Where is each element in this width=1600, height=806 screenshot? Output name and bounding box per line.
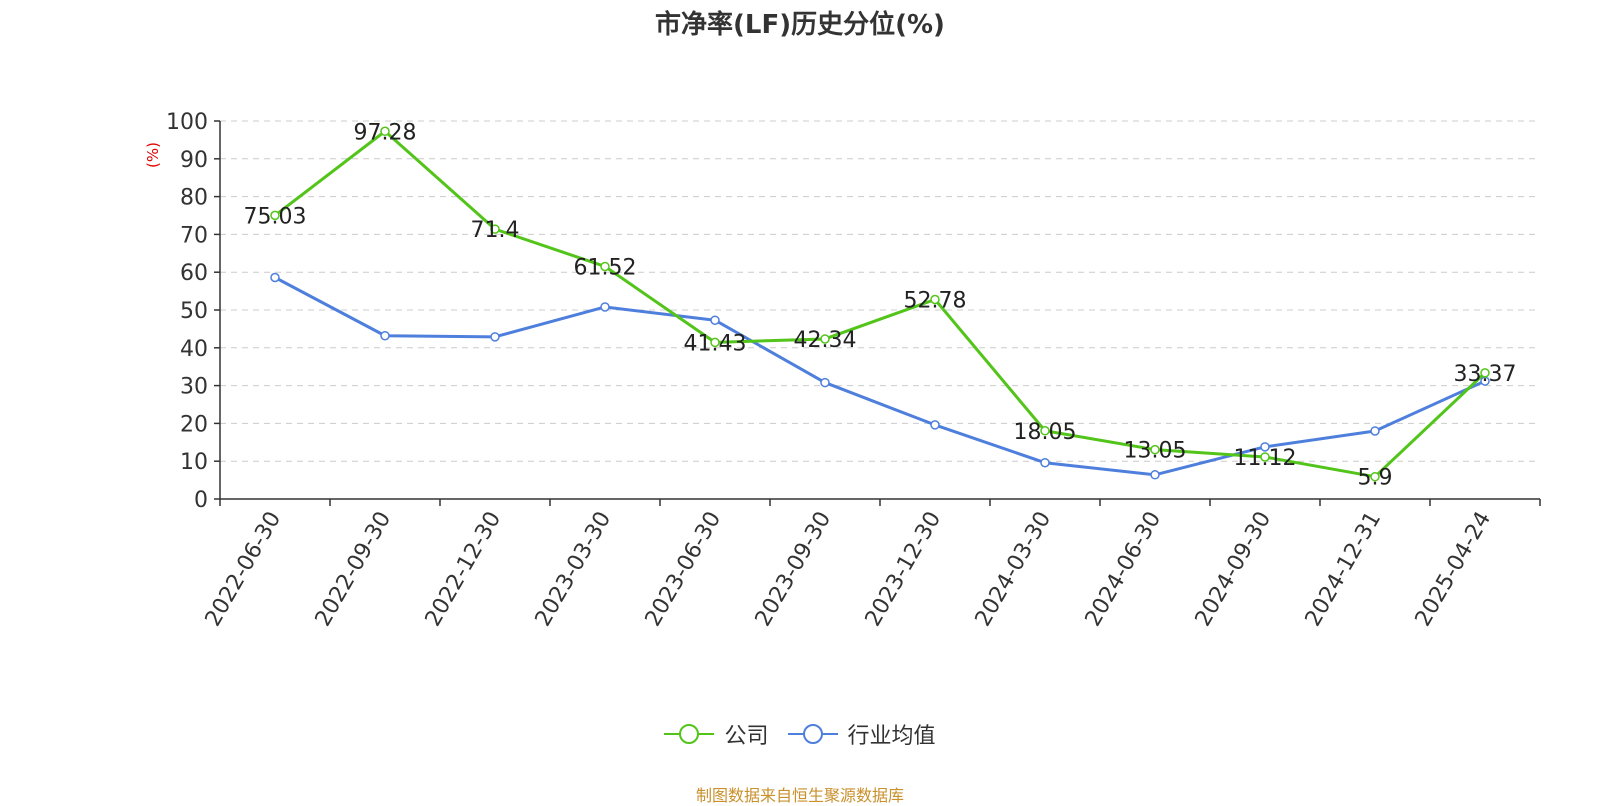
- data-label: 13.05: [1124, 439, 1187, 464]
- data-point[interactable]: [1480, 368, 1490, 378]
- data-point[interactable]: [380, 330, 390, 341]
- x-tick-label: 2022-06-30: [201, 508, 287, 631]
- data-point[interactable]: [1370, 471, 1380, 482]
- data-point[interactable]: [930, 294, 940, 305]
- x-tick-label: 2023-12-30: [861, 508, 947, 631]
- data-label: 41.43: [684, 331, 747, 356]
- data-point[interactable]: [710, 315, 720, 325]
- data-label: 97.28: [354, 120, 417, 145]
- data-point[interactable]: [270, 272, 280, 283]
- data-point[interactable]: [1260, 442, 1270, 452]
- legend-label-company: 公司: [724, 724, 769, 749]
- series-points: [270, 126, 1490, 482]
- y-tick-label: 20: [180, 412, 208, 437]
- data-point[interactable]: [1040, 426, 1050, 436]
- data-point[interactable]: [600, 302, 610, 312]
- y-tick-label: 60: [180, 261, 208, 286]
- data-label: 42.34: [794, 328, 857, 353]
- y-tick-label: 10: [180, 450, 208, 475]
- legend-swatch-company: [664, 722, 715, 746]
- source-note: 制图数据来自恒生聚源数据库: [695, 786, 904, 805]
- data-point[interactable]: [1040, 457, 1050, 468]
- legend-item-industry-avg[interactable]: 行业均值: [787, 718, 936, 750]
- data-label: 61.52: [574, 255, 637, 280]
- y-tick-label: 40: [180, 337, 208, 362]
- x-tick-label: 2023-09-30: [751, 508, 837, 631]
- chart-title: 市净率(LF)历史分位(%): [655, 10, 945, 40]
- data-point[interactable]: [600, 261, 610, 272]
- data-label: 18.05: [1014, 420, 1077, 445]
- y-axis-label: (%): [144, 142, 162, 168]
- data-label: 33.37: [1454, 362, 1517, 387]
- data-label: 11.12: [1234, 446, 1297, 471]
- data-point[interactable]: [820, 334, 830, 344]
- x-tick-label: 2024-03-30: [971, 508, 1057, 631]
- x-tick-label: 2024-09-30: [1191, 508, 1277, 631]
- series-line-company: [274, 129, 1487, 479]
- gridlines: [220, 120, 1540, 462]
- data-point[interactable]: [1150, 444, 1160, 455]
- data-point[interactable]: [820, 377, 830, 388]
- legend-item-company[interactable]: 公司: [664, 718, 769, 750]
- data-point[interactable]: [930, 420, 940, 430]
- data-point[interactable]: [710, 337, 720, 348]
- x-tick-label: 2022-12-30: [421, 508, 507, 631]
- data-point[interactable]: [490, 332, 500, 342]
- data-point[interactable]: [490, 224, 500, 234]
- x-tick-label: 2022-09-30: [311, 508, 397, 631]
- y-tick-label: 80: [180, 186, 208, 211]
- data-label: 52.78: [904, 288, 967, 313]
- data-point[interactable]: [1150, 470, 1160, 480]
- y-tick-label: 100: [166, 110, 208, 135]
- data-labels: 75.03 97.28 71.4 61.52 41.43 42.34 52.78 18.05 1…: [244, 120, 1517, 490]
- series-lines: [274, 129, 1487, 479]
- series-line-industry-avg: [274, 276, 1486, 477]
- x-tick-label: 2023-06-30: [641, 508, 727, 631]
- data-point[interactable]: [270, 210, 280, 221]
- y-tick-label: 70: [180, 223, 208, 248]
- x-tick-label: 2023-03-30: [531, 508, 617, 631]
- axes: 0 10 20 30 40 50 60 70 80 90 100 2022-06-30 2022-09-…: [166, 110, 1541, 631]
- data-label: 75.03: [244, 204, 307, 229]
- y-tick-label: 50: [180, 299, 208, 324]
- legend-swatch-industry-avg: [787, 722, 838, 746]
- x-tick-label: 2024-12-31: [1301, 508, 1387, 631]
- data-point[interactable]: [1370, 426, 1380, 436]
- data-point[interactable]: [1260, 452, 1270, 462]
- data-label: 5.9: [1358, 466, 1393, 491]
- y-tick-label: 30: [180, 375, 208, 400]
- x-tick-label: 2025-04-24: [1411, 508, 1497, 631]
- y-tick-label: 0: [194, 488, 208, 513]
- data-point[interactable]: [380, 126, 390, 137]
- legend-label-industry-avg: 行业均值: [847, 724, 936, 749]
- legend: 公司 行业均值: [0, 718, 1600, 752]
- y-tick-label: 90: [180, 148, 208, 173]
- data-label: 71.4: [471, 218, 520, 243]
- x-tick-label: 2024-06-30: [1081, 508, 1167, 631]
